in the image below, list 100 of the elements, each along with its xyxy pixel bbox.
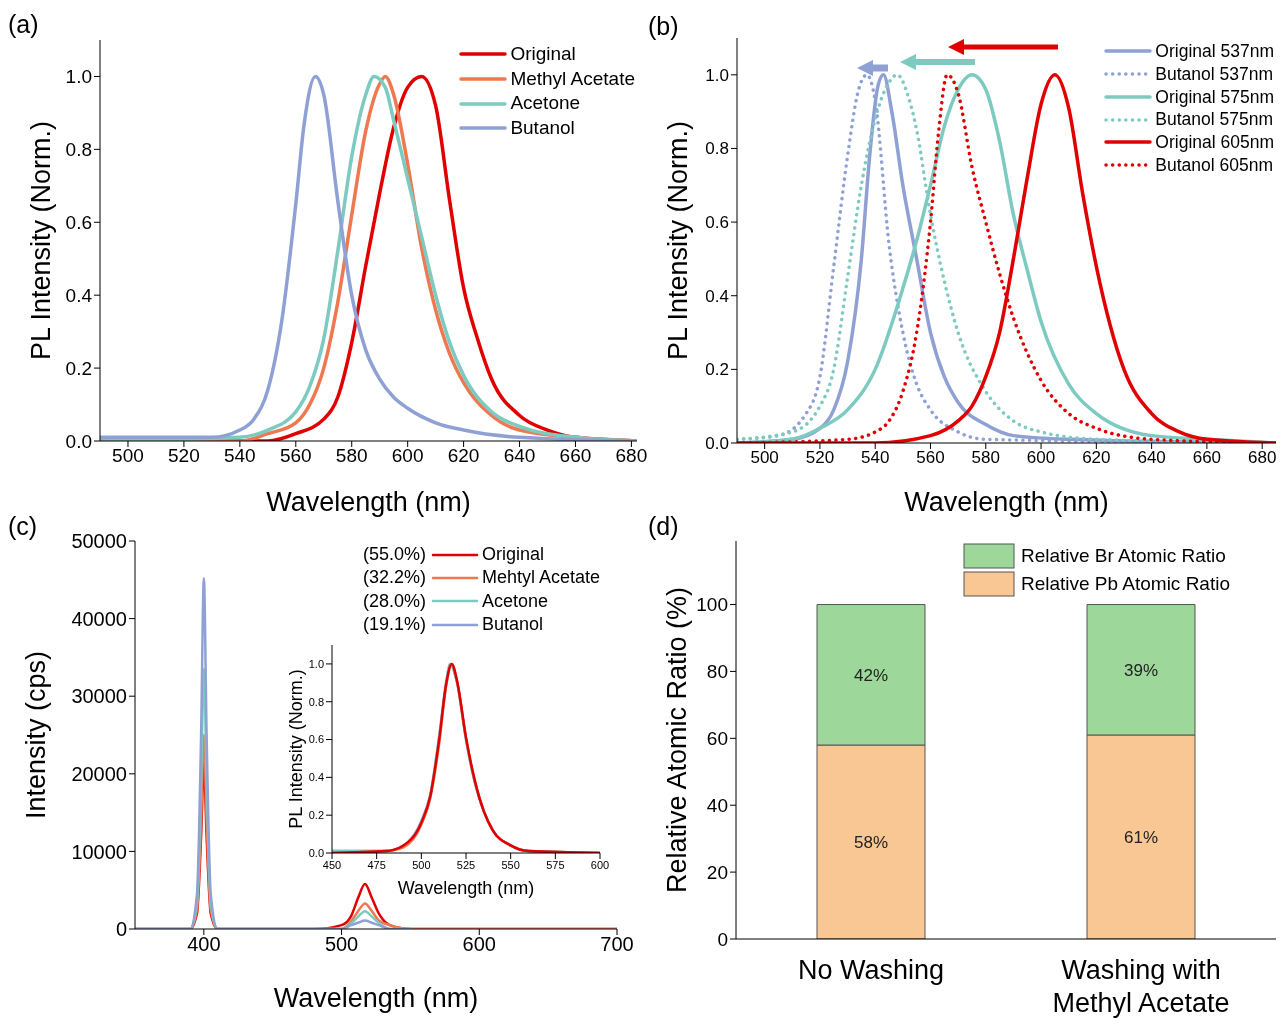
legend-label: Butanol (481, 613, 543, 637)
y-tick-label: 0.4 (65, 284, 93, 306)
x-tick-label: 575 (546, 858, 565, 871)
y-tick-label: 0.2 (65, 357, 92, 379)
y-axis-title: Relative Atomic Ratio (%) (661, 586, 692, 894)
x-axis-title: Wavelength (nm) (266, 487, 471, 517)
y-tick-label: 0.0 (705, 434, 729, 454)
y-tick-label: 0.0 (308, 846, 324, 859)
chart-title: (d) (648, 512, 679, 541)
annotation: (32.2%) (362, 566, 426, 590)
x-tick-label: 580 (335, 445, 368, 467)
y-tick-label: 1.0 (65, 66, 92, 88)
y-axis-title: PL Intensity (Norm.) (286, 669, 307, 829)
data-label: 58% (853, 832, 889, 852)
y-tick-label: 0.8 (65, 139, 92, 161)
x-tick-label: 520 (805, 448, 835, 468)
annotation: (55.0%) (362, 543, 426, 566)
legend-label: Butanol 575nm (1155, 108, 1274, 131)
y-tick-label: 60 (706, 728, 728, 750)
y-tick-label: 1.0 (705, 65, 729, 85)
x-tick-label: 600 (462, 933, 496, 956)
annotation: (19.1%) (362, 613, 426, 637)
chart-title: (c) (8, 512, 38, 541)
y-tick-label: 0.4 (705, 286, 729, 306)
x-tick-label: 580 (971, 448, 1000, 468)
y-tick-label: 40000 (71, 607, 127, 630)
legend-label: Original 537nm (1155, 40, 1274, 63)
x-tick-label: 525 (456, 858, 476, 871)
annotation: (28.0%) (362, 589, 426, 613)
x-tick-label: 700 (600, 933, 634, 956)
x-axis-title: Wavelength (nm) (904, 487, 1109, 517)
y-tick-label: 0.4 (308, 771, 324, 784)
x-tick-label: 680 (615, 445, 648, 467)
x-tick-label: 640 (1137, 448, 1166, 468)
y-tick-label: 30000 (71, 685, 127, 708)
x-tick-label: 620 (447, 445, 480, 467)
y-tick-label: 0.8 (705, 139, 729, 159)
y-tick-label: 40 (706, 794, 728, 816)
x-tick-label: 680 (1247, 448, 1277, 468)
x-tick-label: Washing with Methyl Acetate (1052, 955, 1230, 1018)
y-axis-title: PL Intensity (Norm.) (25, 120, 56, 361)
legend-label: Butanol 537nm (1155, 62, 1274, 86)
y-tick-label: 0.2 (308, 809, 324, 822)
x-tick-label: 500 (750, 448, 779, 468)
x-tick-label: 640 (503, 445, 536, 467)
y-tick-label: 0.6 (705, 213, 729, 233)
legend-label: Original (481, 543, 544, 566)
data-label: 39% (1123, 660, 1159, 680)
x-tick-label: 450 (322, 858, 342, 871)
y-tick-label: 100 (696, 594, 728, 616)
x-tick-label: 540 (861, 448, 890, 468)
y-tick-label: 0.8 (308, 695, 324, 708)
chart-title: (b) (648, 12, 679, 41)
x-tick-label: 560 (916, 448, 945, 468)
y-tick-label: 0.0 (65, 430, 92, 452)
x-axis-title: Wavelength (nm) (273, 983, 479, 1013)
y-tick-label: 0 (115, 918, 127, 941)
y-tick-label: 20000 (71, 762, 127, 785)
x-tick-label: 475 (367, 858, 386, 871)
legend-label: Relative Pb Atomic Ratio (1020, 571, 1230, 596)
legend-label: Butanol (510, 116, 575, 141)
legend-label: Original 605nm (1155, 131, 1274, 154)
legend-label: Mehtyl Acetate (481, 566, 600, 590)
x-tick-label: 620 (1082, 448, 1111, 468)
legend-label: Acetone (481, 589, 548, 613)
x-tick-label: 660 (559, 445, 592, 467)
legend-label: Relative Br Atomic Ratio (1020, 543, 1226, 568)
legend-label: Original (510, 42, 576, 66)
x-tick-label: 500 (324, 933, 359, 956)
x-tick-label: 550 (501, 858, 520, 871)
legend-label: Original 575nm (1155, 85, 1274, 109)
y-tick-label: 0.2 (705, 360, 729, 380)
y-tick-label: 0.6 (308, 733, 324, 746)
chart-title: (a) (8, 10, 39, 39)
x-tick-label: 520 (168, 445, 200, 467)
x-tick-label: 560 (279, 445, 312, 467)
y-tick-label: 10000 (71, 840, 127, 863)
x-tick-label: 600 (391, 445, 424, 467)
x-tick-label: 500 (112, 445, 144, 467)
y-tick-label: 1.0 (308, 657, 324, 670)
x-tick-label: 540 (223, 445, 256, 467)
data-label: 42% (853, 665, 889, 685)
y-tick-label: 0 (717, 928, 728, 950)
legend-label: Methyl Acetate (510, 66, 635, 91)
y-tick-label: 80 (706, 661, 728, 683)
x-tick-label: 600 (590, 858, 610, 871)
y-tick-label: 0.6 (65, 212, 92, 234)
x-tick-label: No Washing (797, 955, 945, 986)
y-tick-label: 20 (706, 861, 728, 883)
x-tick-label: 500 (412, 858, 431, 871)
y-axis-title: Intensity (cps) (20, 650, 51, 820)
x-tick-label: 660 (1192, 448, 1222, 468)
x-tick-label: 600 (1026, 448, 1056, 468)
legend-label: Acetone (510, 91, 581, 116)
y-tick-label: 50000 (71, 530, 127, 553)
x-tick-label: 400 (187, 933, 221, 956)
x-axis-title: Wavelength (nm) (397, 878, 535, 898)
legend-label: Butanol 605nm (1155, 153, 1274, 177)
data-label: 61% (1123, 827, 1159, 847)
y-axis-title: PL Intensity (Norm.) (662, 120, 693, 361)
